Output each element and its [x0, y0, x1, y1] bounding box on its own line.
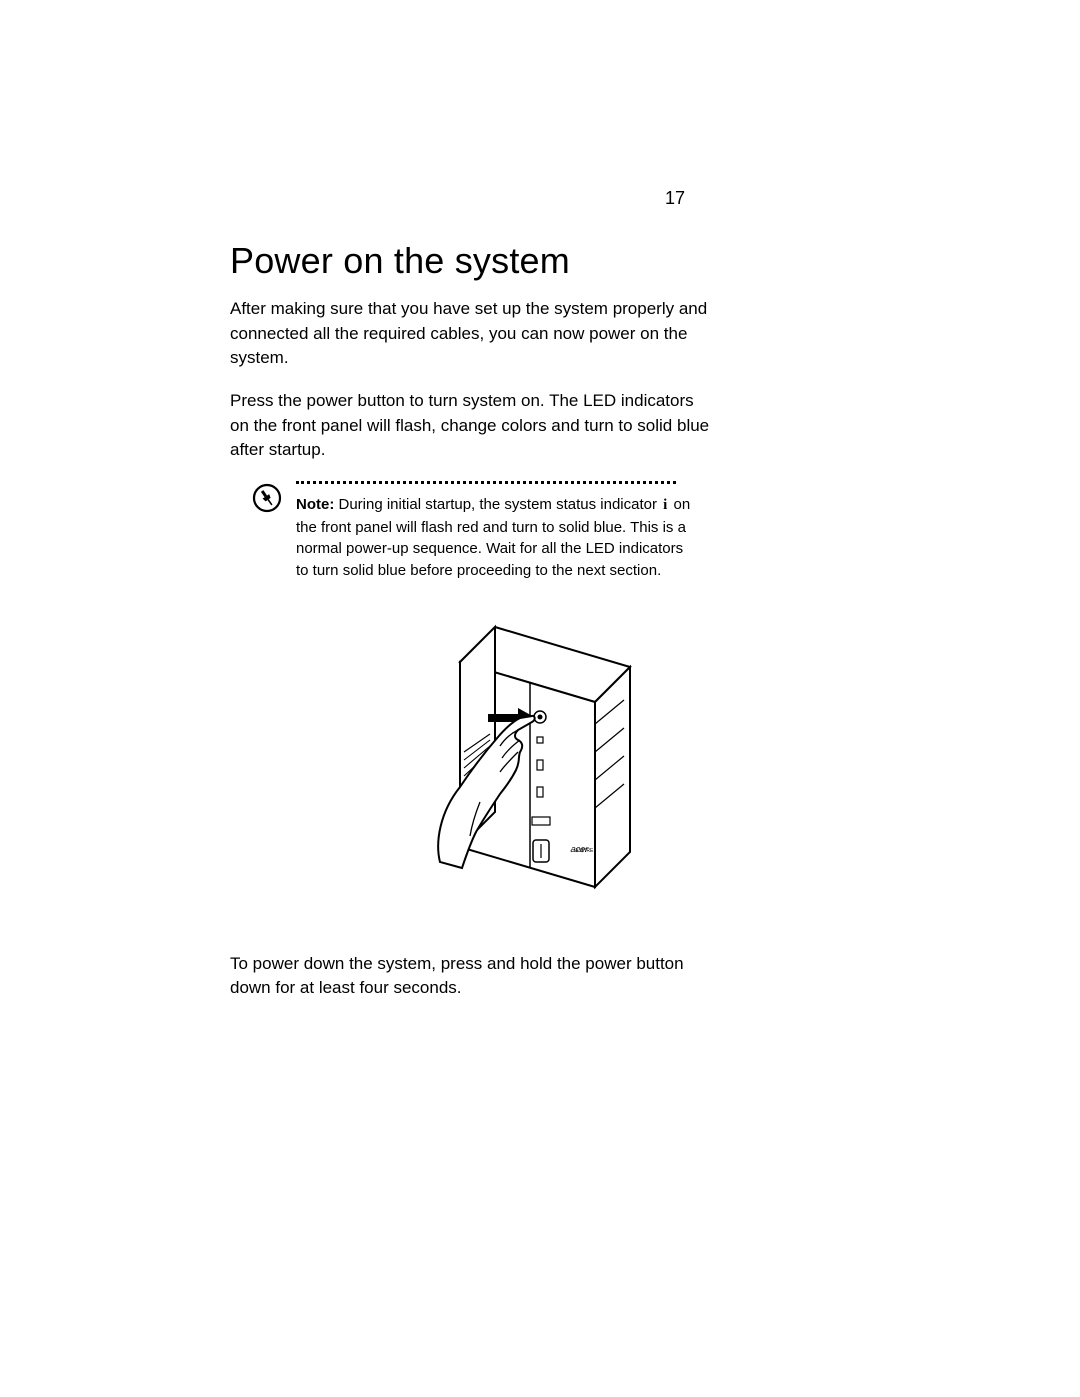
- svg-text:ASPIRE: ASPIRE: [575, 848, 594, 854]
- note-text: Note: During initial startup, the system…: [296, 494, 696, 582]
- dotted-divider: [296, 481, 676, 484]
- intro-paragraph-1: After making sure that you have set up t…: [230, 297, 710, 371]
- pin-icon: [252, 483, 282, 513]
- page-number: 17: [665, 188, 685, 209]
- note-icon-column: [252, 481, 296, 513]
- power-down-paragraph: To power down the system, press and hold…: [230, 952, 710, 1001]
- manual-page: 17 Power on the system After making sure…: [0, 0, 1080, 1397]
- intro-paragraph-2: Press the power button to turn system on…: [230, 389, 710, 463]
- info-icon: i: [663, 495, 667, 517]
- figure-wrap: acer ASPIRE: [230, 612, 850, 912]
- note-body-before: During initial startup, the system statu…: [334, 496, 661, 513]
- section-title: Power on the system: [230, 240, 850, 282]
- note-label: Note:: [296, 496, 334, 513]
- system-illustration: acer ASPIRE: [380, 612, 700, 912]
- note-block: Note: During initial startup, the system…: [252, 481, 850, 582]
- note-text-column: Note: During initial startup, the system…: [296, 481, 696, 582]
